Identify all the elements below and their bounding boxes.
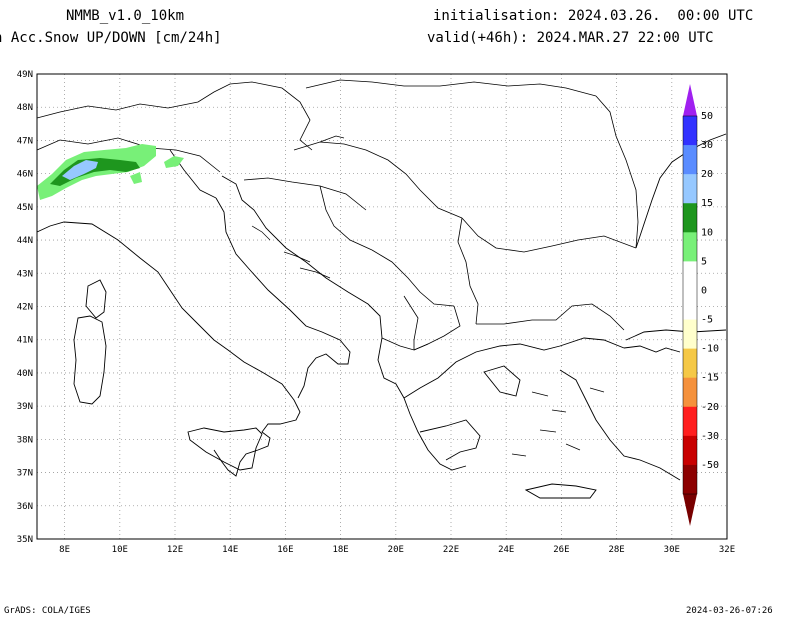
init-time: initialisation: 2024.03.26. 00:00 UTC (433, 8, 754, 24)
lon-tick-label: 8E (59, 545, 70, 555)
legend-swatch (683, 435, 697, 466)
lon-tick-label: 30E (664, 545, 680, 555)
legend-label: 20 (701, 169, 713, 180)
legend-swatch (683, 377, 697, 408)
coastlines (36, 133, 727, 499)
small-islands (251, 135, 605, 457)
graticule (37, 74, 727, 539)
legend-swatch (683, 261, 697, 291)
lat-tick-label: 38N (17, 435, 33, 445)
lat-tick-label: 40N (17, 369, 33, 379)
lon-tick-label: 20E (388, 545, 404, 555)
legend-label: 30 (701, 140, 713, 151)
legend-label: -20 (701, 402, 719, 413)
map-frame (36, 73, 728, 540)
legend-bottom-cap (683, 494, 697, 526)
lat-tick-label: 39N (17, 402, 33, 412)
legend-swatch (683, 203, 697, 233)
lat-tick-label: 41N (17, 336, 33, 346)
legend-frame (682, 115, 698, 495)
borders (36, 79, 639, 351)
legend-label: -15 (701, 373, 719, 384)
variable-title: n Acc.Snow UP/DOWN [cm/24h] (0, 30, 222, 46)
lat-tick-label: 42N (17, 303, 33, 313)
legend-swatch (683, 116, 697, 146)
legend-label: -5 (701, 315, 713, 326)
legend-swatch (683, 348, 697, 379)
lat-tick-label: 46N (17, 170, 33, 180)
lat-tick-label: 35N (17, 535, 33, 545)
valid-time: valid(+46h): 2024.MAR.27 22:00 UTC (427, 30, 714, 46)
legend-label: -50 (701, 460, 719, 471)
lon-tick-label: 24E (498, 545, 514, 555)
latitude-labels: 49N 48N 47N 46N 45N 44N 43N 42N 41N 40N 39N 38N 37N 3… (17, 70, 33, 545)
model-title: NMMB_v1.0_10km (66, 8, 185, 24)
legend-swatch (683, 319, 697, 350)
legend-label: 5 (701, 256, 707, 267)
lat-tick-label: 37N (17, 469, 33, 479)
lat-tick-label: 47N (17, 136, 33, 146)
footer-timestamp: 2024-03-26-07:26 (686, 606, 773, 616)
legend-swatch (683, 174, 697, 204)
lon-tick-label: 28E (608, 545, 624, 555)
lat-tick-label: 44N (17, 236, 33, 246)
longitude-labels: 8E 10E 12E 14E 16E 18E 20E 22E 24E 26E 28E 30E 32E (59, 545, 735, 555)
lat-tick-label: 49N (17, 70, 33, 80)
lon-tick-label: 26E (553, 545, 569, 555)
lat-tick-label: 36N (17, 502, 33, 512)
legend-top-cap (683, 84, 697, 116)
lat-tick-label: 45N (17, 203, 33, 213)
lon-tick-label: 32E (719, 545, 735, 555)
legend-swatch (683, 290, 697, 321)
snow-accumulation (37, 144, 184, 200)
legend-label: -30 (701, 431, 719, 442)
lon-tick-label: 16E (277, 545, 293, 555)
legend-label: 50 (701, 111, 713, 122)
legend-swatch (683, 232, 697, 262)
legend-label: 10 (701, 227, 713, 238)
legend-swatch (683, 145, 697, 175)
lon-tick-label: 10E (112, 545, 128, 555)
legend-swatch (683, 464, 697, 495)
legend-swatch (683, 406, 697, 437)
lat-tick-label: 43N (17, 269, 33, 279)
legend-label: 0 (701, 285, 707, 296)
legend-label: -10 (701, 344, 719, 355)
lon-tick-label: 18E (332, 545, 348, 555)
lon-tick-label: 12E (167, 545, 183, 555)
lat-tick-label: 48N (17, 103, 33, 113)
lon-tick-label: 14E (222, 545, 238, 555)
footer-credit: GrADS: COLA/IGES (4, 606, 91, 616)
legend-label: 15 (701, 198, 713, 209)
lon-tick-label: 22E (443, 545, 459, 555)
